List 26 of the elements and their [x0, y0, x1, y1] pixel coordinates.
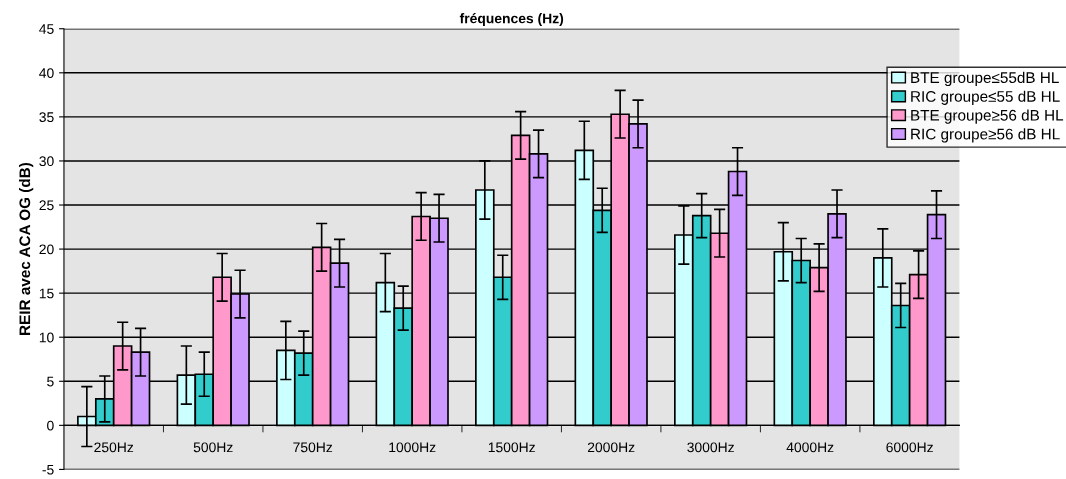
legend-label: BTE groupe≥56 dB HL	[911, 109, 1064, 124]
legend-label: BTE groupe≤55dB HL	[911, 71, 1059, 87]
x-tick-label: 2000Hz	[587, 442, 635, 453]
y-tick-label: 25	[39, 200, 54, 211]
x-tick-label: 4000Hz	[786, 442, 834, 453]
y-tick-label: 45	[39, 24, 54, 34]
legend-label: RIC groupe≤55 dB HL	[911, 90, 1060, 105]
x-tick-label: 250Hz	[94, 442, 134, 453]
y-tick-label: 5	[47, 376, 54, 387]
x-tick-label: 500Hz	[193, 442, 233, 453]
x-tick-label: 750Hz	[293, 442, 333, 453]
x-tick-label: 3000Hz	[687, 442, 734, 453]
legend-label: RIC groupe≥56 dB HL	[911, 128, 1060, 143]
y-tick-label: 0	[47, 420, 54, 431]
y-axis-title: REIR avec ACA OG (dB)	[18, 162, 34, 335]
y-tick-label: 40	[39, 68, 54, 78]
y-tick-label: 30	[39, 156, 54, 167]
x-tick-label: 6000Hz	[886, 442, 933, 453]
y-tick-label: 35	[39, 112, 54, 123]
x-tick-label: 1000Hz	[389, 442, 436, 453]
x-tick-label: 1500Hz	[488, 442, 535, 453]
y-tick-label: -5	[42, 464, 54, 475]
y-tick-label: 20	[39, 244, 54, 255]
y-tick-label: 10	[39, 332, 54, 343]
chart-title: fréquences (Hz)	[459, 13, 564, 27]
y-tick-label: 15	[39, 288, 54, 299]
